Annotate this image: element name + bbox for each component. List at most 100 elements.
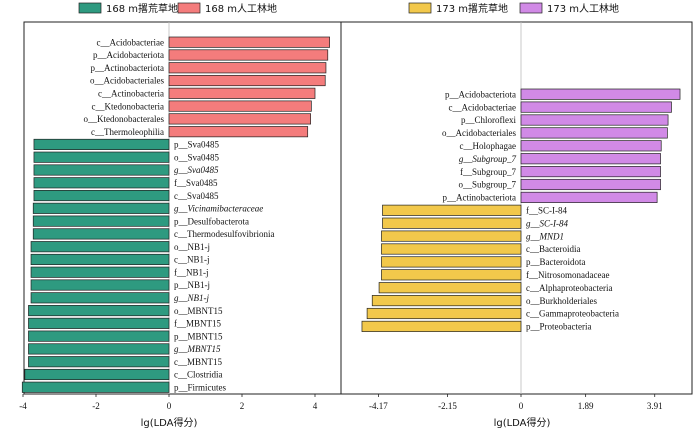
right-bar (381, 256, 522, 268)
right-bar-label: f__Nitrosomonadaceae (526, 270, 609, 280)
right-tick-label: 3.91 (647, 401, 663, 411)
right-bar-label: c__Holophagae (460, 141, 516, 151)
right-bar (371, 295, 522, 307)
right-bar-label: p__Actinobacteriota (443, 193, 516, 203)
right-bar (381, 230, 522, 242)
right-bar-label: g__SC-I-84 (526, 218, 568, 228)
left-bar (30, 241, 170, 253)
left-bar-label: c__MBNT15 (174, 357, 222, 367)
right-bar (381, 243, 522, 255)
left-bar-label: p__Firmicutes (174, 382, 226, 392)
right-bar (361, 320, 522, 332)
left-bar-label: c__Actinobacteria (98, 89, 164, 99)
right-bar-label: g__MND1 (526, 231, 564, 241)
left-bar (30, 279, 170, 291)
right-bar-label: f__Subgroup_7 (460, 167, 516, 177)
left-bar (33, 177, 170, 189)
left-bar (30, 292, 170, 304)
right-panel: p__Acidobacteriota c__Acidobacteriae p__Ch… (361, 22, 681, 411)
left-bar (168, 100, 312, 112)
left-bar-label: p__Acidobacteriota (93, 50, 164, 60)
left-bar-label: p__MBNT15 (174, 331, 223, 341)
legend-swatch (177, 2, 201, 14)
left-tick-label: -2 (92, 401, 100, 411)
left-bar (28, 343, 170, 355)
left-bar (168, 113, 311, 125)
right-tick-label: -2.15 (438, 401, 457, 411)
left-bar (168, 62, 327, 74)
left-bar-label: o__Sva0485 (174, 152, 220, 162)
left-bar-label: p__Actinobacteriota (91, 63, 164, 73)
left-tick-label: 2 (240, 401, 245, 411)
right-bar-label: c__Acidobacteriae (449, 102, 516, 112)
left-bar (168, 36, 330, 48)
left-bar-label: p__NB1-j (174, 280, 210, 290)
right-bar-label: o__Burkholderiales (526, 296, 597, 306)
legend-swatch (408, 2, 432, 14)
right-bar (382, 204, 522, 216)
left-bar-label: p__Desulfobacterota (174, 216, 249, 226)
legend-label: 168 m人工林地 (205, 2, 277, 15)
left-bar (168, 74, 326, 87)
left-bar-label: o__NB1-j (174, 242, 210, 252)
right-bar-label: p__Acidobacteriota (445, 89, 516, 99)
right-bar-label: o__Subgroup_7 (458, 180, 516, 190)
left-bar (168, 126, 309, 138)
left-bar (30, 266, 170, 278)
right-bar (520, 191, 658, 203)
left-bar (168, 87, 316, 99)
left-bar-label: o__MBNT15 (174, 306, 223, 316)
left-bar (168, 49, 329, 61)
left-bar-label: g__Vicinamibacteraceae (174, 204, 263, 214)
left-bar (33, 138, 170, 150)
left-bar-label: c__Sva0485 (174, 191, 219, 201)
left-bar-label: c__Clostridia (174, 370, 223, 380)
legend-label: 173 m人工林地 (547, 2, 619, 15)
left-bar-label: c__Thermodesulfovibrionia (174, 229, 274, 239)
right-bar-label: f__SC-I-84 (526, 206, 567, 216)
left-panel: c__Acidobacteriae p__Acidobacteriota p__Ac… (19, 22, 330, 411)
legend-label: 173 m撂荒草地 (436, 2, 508, 15)
left-bar-label: o__Ktedonobacterales (84, 114, 165, 124)
left-bar-label: g__Sva0485 (174, 165, 219, 175)
right-bar (378, 282, 522, 294)
legend-label: 168 m撂荒草地 (106, 2, 178, 15)
left-bar-label: c__Ktedonobacteria (92, 101, 164, 111)
right-bar-label: o__Acidobacteriales (442, 128, 516, 138)
right-bar (520, 166, 661, 178)
left-tick-label: -4 (19, 401, 27, 411)
left-tick-label: 0 (167, 401, 172, 411)
left-x-axis-title: lg(LDA得分) (141, 417, 198, 429)
left-bar (32, 228, 170, 240)
right-bar-label: p__Chloroflexi (461, 115, 516, 125)
left-bar-label: f__Sva0485 (174, 178, 218, 188)
right-bar-label: g__Subgroup_7 (459, 154, 517, 164)
right-bar-label: c__Alphaproteobacteria (526, 283, 612, 293)
legend-swatch (519, 2, 543, 14)
right-bar-label: c__Bacteroidia (526, 244, 580, 254)
left-bar-label: c__NB1-j (174, 255, 210, 265)
left-bar-label: c__Thermoleophilia (91, 127, 164, 137)
left-bar (28, 356, 170, 368)
right-bar-label: p__Proteobacteria (526, 322, 591, 332)
left-bar (28, 330, 170, 342)
right-bar (520, 114, 669, 126)
left-bar (28, 305, 170, 317)
left-bar-label: f__NB1-j (174, 267, 209, 277)
left-bar-label: p__Sva0485 (174, 140, 220, 150)
left-tick-label: 4 (313, 401, 318, 411)
left-bar-label: g__MBNT15 (174, 344, 221, 354)
right-bar (520, 140, 662, 152)
left-bar-label: f__MBNT15 (174, 319, 221, 329)
right-bar (520, 88, 681, 100)
left-bar (30, 253, 170, 266)
left-bar (33, 190, 170, 202)
left-bar (33, 151, 170, 163)
right-bar-label: p__Bacteroidota (526, 257, 585, 267)
left-bar (24, 368, 170, 381)
left-bar (33, 164, 170, 176)
right-panel-frame (340, 21, 693, 395)
left-bar-label: g__NB1-j (174, 293, 209, 303)
right-tick-label: -4.17 (369, 401, 388, 411)
